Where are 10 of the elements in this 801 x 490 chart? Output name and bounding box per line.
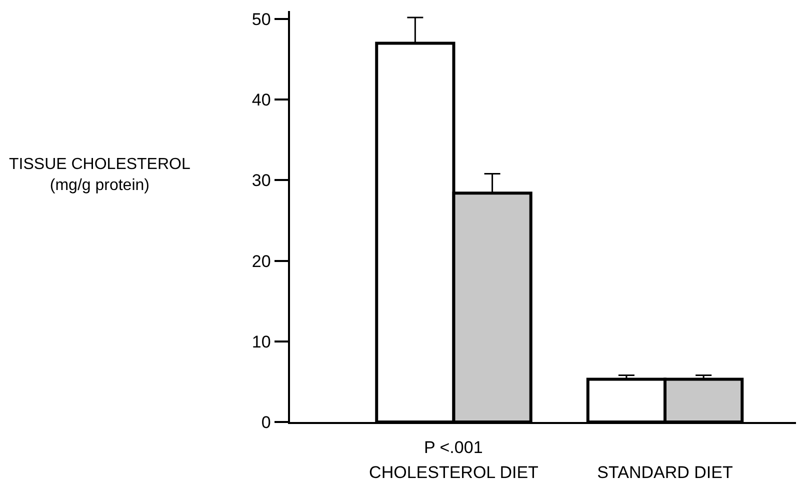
y-tick-label: 40 bbox=[252, 90, 271, 110]
x-tick-label: STANDARD DIET bbox=[597, 463, 733, 482]
y-tick-label: 30 bbox=[252, 171, 271, 190]
y-tick-label: 10 bbox=[252, 332, 271, 352]
y-tick-label: 20 bbox=[252, 252, 271, 271]
text: TISSUE CHOLESTEROL (mg/g protein) bbox=[9, 156, 190, 194]
y-tick-label: 0 bbox=[261, 412, 271, 432]
x-tick-label: CHOLESTEROL DIET bbox=[369, 463, 538, 482]
y-tick-label: 50 bbox=[252, 10, 271, 30]
text: P <.001 bbox=[424, 438, 483, 457]
